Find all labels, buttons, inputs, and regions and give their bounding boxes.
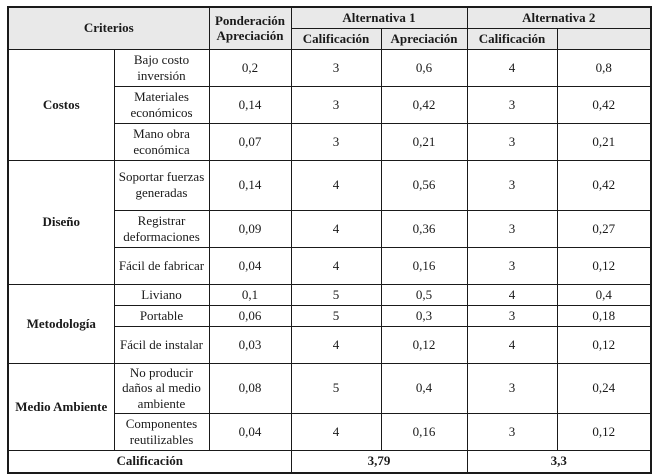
a2-weighted-cell: 0,18 xyxy=(556,304,652,327)
category-diseno: Diseño xyxy=(7,159,115,285)
weight-cell: 0,1 xyxy=(208,283,292,306)
a1-weighted-cell: 0,6 xyxy=(380,48,468,87)
table-row: Medio Ambiente No producir daños al medi… xyxy=(7,362,652,451)
header-a2-blank xyxy=(556,27,652,50)
header-ponderacion-line1: Ponderación xyxy=(214,12,286,28)
criterion-cell: Registrar deformaciones xyxy=(113,209,210,248)
criterion-cell: Liviano xyxy=(113,283,210,306)
a2-score-cell: 3 xyxy=(466,362,558,414)
a1-weighted-cell: 0,21 xyxy=(380,122,468,161)
category-costos: Costos xyxy=(7,48,115,161)
a2-weighted-cell: 0,27 xyxy=(556,209,652,248)
a1-weighted-cell: 0,36 xyxy=(380,209,468,248)
weight-cell: 0,07 xyxy=(208,122,292,161)
a1-score-cell: 4 xyxy=(290,246,382,285)
table-row: Fácil de fabricar 0,04 4 0,16 3 0,12 xyxy=(8,246,652,285)
table-row: Costos Bajo costo inversión 0,2 3 0,6 4 … xyxy=(7,48,652,161)
a1-weighted-cell: 0,5 xyxy=(380,283,468,306)
a2-weighted-cell: 0,42 xyxy=(556,85,652,124)
header-ponderacion: Ponderación Apreciación xyxy=(208,6,292,50)
table-row: Materiales económicos 0,14 3 0,42 3 0,42 xyxy=(8,85,652,124)
a2-weighted-cell: 0,4 xyxy=(556,283,652,306)
a2-weighted-cell: 0,12 xyxy=(556,246,652,285)
a1-score-cell: 3 xyxy=(290,85,382,124)
a2-score-cell: 4 xyxy=(466,48,558,87)
header-ponderacion-line2: Apreciación xyxy=(216,28,284,44)
a2-score-cell: 3 xyxy=(466,246,558,285)
a2-weighted-cell: 0,12 xyxy=(556,412,652,451)
weight-cell: 0,14 xyxy=(208,85,292,124)
criterion-cell: Soportar fuerzas generadas xyxy=(113,159,210,211)
criterion-cell: Fácil de fabricar xyxy=(113,246,210,285)
header-alternativa-1: Alternativa 1 xyxy=(290,6,468,29)
a2-weighted-cell: 0,42 xyxy=(556,159,652,211)
category-metodologia: Metodología xyxy=(7,283,115,364)
table-row: Registrar deformaciones 0,09 4 0,36 3 0,… xyxy=(8,209,652,248)
a1-score-cell: 5 xyxy=(290,362,382,414)
weight-cell: 0,03 xyxy=(208,325,292,364)
a2-score-cell: 3 xyxy=(466,412,558,451)
criterion-cell: Fácil de instalar xyxy=(113,325,210,364)
alt1-total-cell: 3,79 xyxy=(290,449,468,474)
a1-score-cell: 4 xyxy=(290,209,382,248)
a2-score-cell: 3 xyxy=(466,159,558,211)
header-criterios: Criterios xyxy=(7,6,210,50)
a2-score-cell: 4 xyxy=(466,283,558,306)
table-row: Metodología Liviano 0,1 5 0,5 4 0,4 xyxy=(7,283,652,364)
criterion-cell: No producir daños al medio ambiente xyxy=(113,362,210,414)
a2-score-cell: 3 xyxy=(466,304,558,327)
header-a1-calificacion: Calificación xyxy=(290,27,382,50)
a2-score-cell: 4 xyxy=(466,325,558,364)
footer-row: Calificación 3,79 3,3 xyxy=(7,449,652,474)
weight-cell: 0,2 xyxy=(208,48,292,87)
a1-score-cell: 5 xyxy=(290,304,382,327)
a2-weighted-cell: 0,24 xyxy=(556,362,652,414)
a2-weighted-cell: 0,21 xyxy=(556,122,652,161)
table-row: Diseño Soportar fuerzas generadas 0,14 4… xyxy=(7,159,652,285)
a1-weighted-cell: 0,56 xyxy=(380,159,468,211)
a1-weighted-cell: 0,16 xyxy=(380,246,468,285)
table-row: Fácil de instalar 0,03 4 0,12 4 0,12 xyxy=(8,325,652,364)
alt2-total-cell: 3,3 xyxy=(466,449,652,474)
header-a2-calificacion: Calificación xyxy=(466,27,558,50)
header-alternativa-2: Alternativa 2 xyxy=(466,6,652,29)
footer-calificacion-label: Calificación xyxy=(7,449,292,474)
weight-cell: 0,09 xyxy=(208,209,292,248)
a1-score-cell: 4 xyxy=(290,325,382,364)
weight-cell: 0,04 xyxy=(208,246,292,285)
criterion-cell: Componentes reutilizables xyxy=(113,412,210,451)
a1-score-cell: 4 xyxy=(290,412,382,451)
a1-weighted-cell: 0,4 xyxy=(380,362,468,414)
criterion-cell: Bajo costo inversión xyxy=(113,48,210,87)
criterion-cell: Materiales económicos xyxy=(113,85,210,124)
a1-score-cell: 3 xyxy=(290,48,382,87)
a2-score-cell: 3 xyxy=(466,85,558,124)
category-medio-ambiente: Medio Ambiente xyxy=(7,362,115,451)
a1-weighted-cell: 0,3 xyxy=(380,304,468,327)
a1-weighted-cell: 0,12 xyxy=(380,325,468,364)
a1-weighted-cell: 0,42 xyxy=(380,85,468,124)
a2-score-cell: 3 xyxy=(466,122,558,161)
a1-score-cell: 5 xyxy=(290,283,382,306)
a2-weighted-cell: 0,12 xyxy=(556,325,652,364)
a2-score-cell: 3 xyxy=(466,209,558,248)
weight-cell: 0,06 xyxy=(208,304,292,327)
a1-weighted-cell: 0,16 xyxy=(380,412,468,451)
criteria-evaluation-table: Criterios Ponderación Apreciación Altern… xyxy=(7,6,653,474)
criterion-cell: Portable xyxy=(113,304,210,327)
criterion-cell: Mano obra económica xyxy=(113,122,210,161)
weight-cell: 0,08 xyxy=(208,362,292,414)
a1-score-cell: 4 xyxy=(290,159,382,211)
weight-cell: 0,04 xyxy=(208,412,292,451)
a1-score-cell: 3 xyxy=(290,122,382,161)
table-row: Componentes reutilizables 0,04 4 0,16 3 … xyxy=(8,412,652,451)
a2-weighted-cell: 0,8 xyxy=(556,48,652,87)
weight-cell: 0,14 xyxy=(208,159,292,211)
header-a1-apreciacion: Apreciación xyxy=(380,27,468,50)
